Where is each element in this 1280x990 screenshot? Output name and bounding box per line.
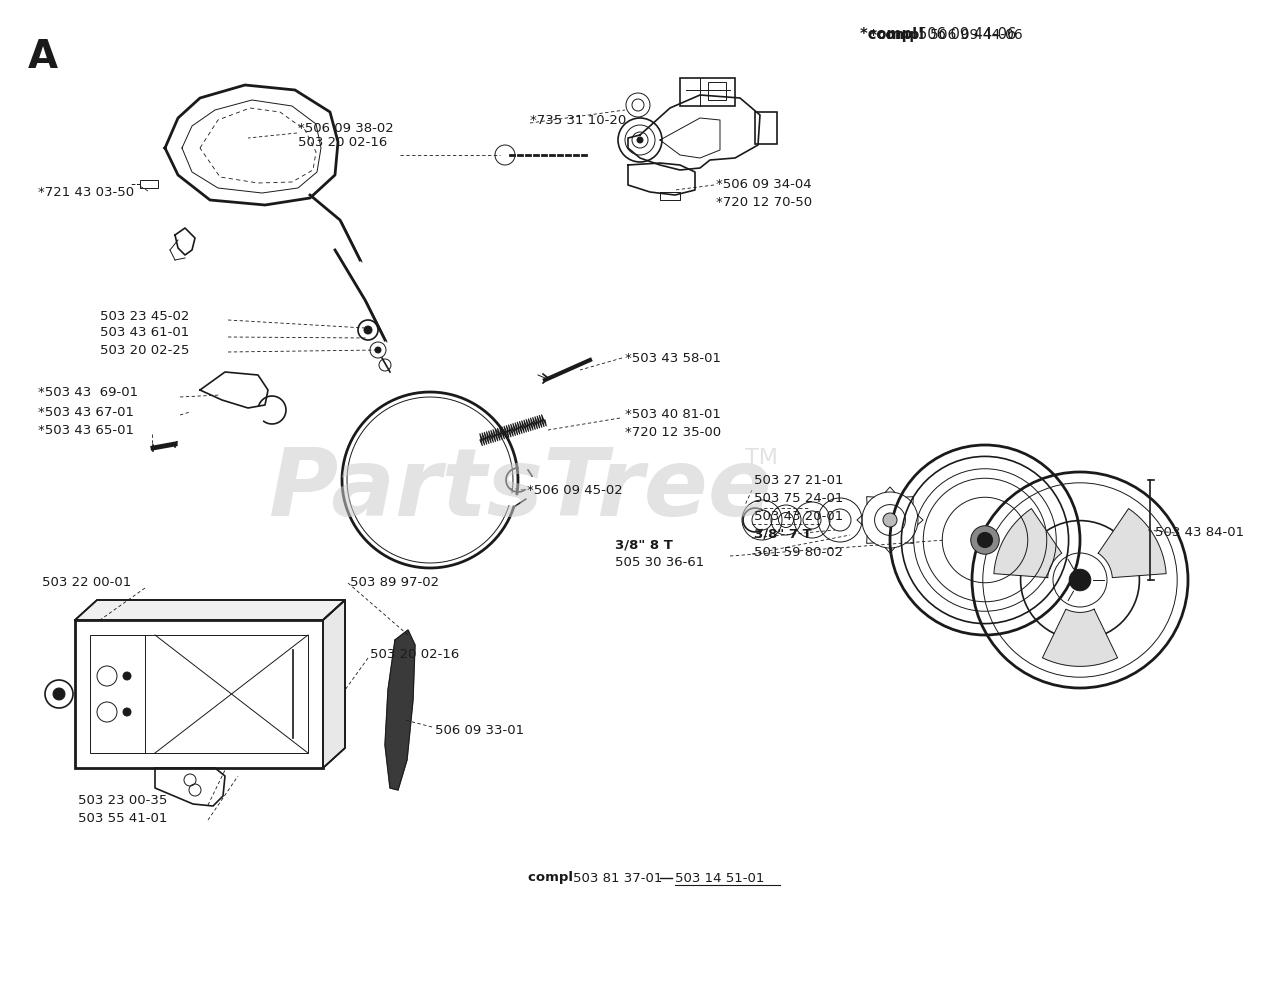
Text: 503 27 21-01: 503 27 21-01	[754, 473, 844, 486]
Polygon shape	[76, 600, 346, 620]
Circle shape	[883, 513, 897, 527]
Text: 503 43 84-01: 503 43 84-01	[1155, 527, 1244, 540]
Text: *506 09 34-04: *506 09 34-04	[716, 178, 812, 191]
Circle shape	[1069, 569, 1091, 591]
Polygon shape	[323, 600, 346, 768]
Circle shape	[123, 672, 131, 680]
Text: *compl: *compl	[870, 28, 929, 42]
Text: *503 43 65-01: *503 43 65-01	[38, 425, 134, 438]
Text: 505 30 36-61: 505 30 36-61	[614, 555, 704, 568]
Text: *506 09 45-02: *506 09 45-02	[527, 483, 623, 497]
Text: A: A	[28, 38, 58, 76]
Polygon shape	[385, 630, 415, 790]
Circle shape	[52, 688, 65, 700]
Bar	[140, 180, 157, 188]
Text: 503 20 02-16: 503 20 02-16	[370, 648, 460, 661]
Text: *503 43 58-01: *503 43 58-01	[625, 351, 721, 364]
Text: 506 09 44-06: 506 09 44-06	[918, 27, 1016, 42]
Circle shape	[364, 326, 372, 334]
Text: *720 12 70-50: *720 12 70-50	[716, 195, 812, 209]
Text: 503 55 41-01: 503 55 41-01	[78, 812, 168, 825]
Circle shape	[970, 526, 1000, 554]
Text: TM: TM	[745, 448, 778, 468]
Text: compl: compl	[529, 871, 577, 884]
Bar	[755, 112, 777, 144]
Circle shape	[978, 533, 992, 547]
Text: 3/8" 8 T: 3/8" 8 T	[614, 539, 673, 551]
Text: *721 43 03-50: *721 43 03-50	[38, 185, 134, 199]
Text: 503 89 97-02: 503 89 97-02	[349, 576, 439, 589]
Circle shape	[375, 347, 381, 353]
Text: 503 20 02-16: 503 20 02-16	[298, 136, 388, 148]
Bar	[708, 82, 726, 100]
Polygon shape	[1098, 509, 1166, 577]
Text: 503 14 51-01: 503 14 51-01	[675, 871, 764, 884]
Circle shape	[123, 708, 131, 716]
Text: 503 81 37-01: 503 81 37-01	[573, 871, 662, 884]
Bar	[680, 78, 735, 106]
Text: *503 43 67-01: *503 43 67-01	[38, 406, 134, 419]
Text: 503 43 20-01: 503 43 20-01	[754, 510, 844, 523]
Polygon shape	[993, 509, 1062, 577]
Text: 506 09 33-01: 506 09 33-01	[435, 724, 524, 737]
Polygon shape	[1042, 609, 1117, 666]
Text: *compl: *compl	[860, 27, 923, 42]
Text: *503 43  69-01: *503 43 69-01	[38, 386, 138, 400]
Circle shape	[637, 137, 643, 143]
Bar	[76, 620, 323, 768]
Text: 503 20 02-25: 503 20 02-25	[100, 344, 189, 356]
Text: *720 12 35-00: *720 12 35-00	[625, 426, 721, 439]
Text: *506 09 38-02: *506 09 38-02	[298, 122, 394, 135]
Text: 503 22 00-01: 503 22 00-01	[42, 576, 132, 589]
Text: *503 40 81-01: *503 40 81-01	[625, 409, 721, 422]
Text: *735 31 10-20: *735 31 10-20	[530, 114, 626, 127]
Bar	[90, 635, 308, 753]
Text: 503 43 61-01: 503 43 61-01	[100, 327, 189, 340]
Text: 506 09 44-06: 506 09 44-06	[931, 28, 1023, 42]
Text: 3/8" 7 T: 3/8" 7 T	[754, 528, 812, 541]
Text: 503 75 24-01: 503 75 24-01	[754, 491, 844, 505]
Text: 503 23 00-35: 503 23 00-35	[78, 794, 168, 807]
Text: 503 23 45-02: 503 23 45-02	[100, 310, 189, 323]
Text: 501 59 80-02: 501 59 80-02	[754, 545, 844, 558]
Text: PartsTree: PartsTree	[268, 444, 772, 536]
